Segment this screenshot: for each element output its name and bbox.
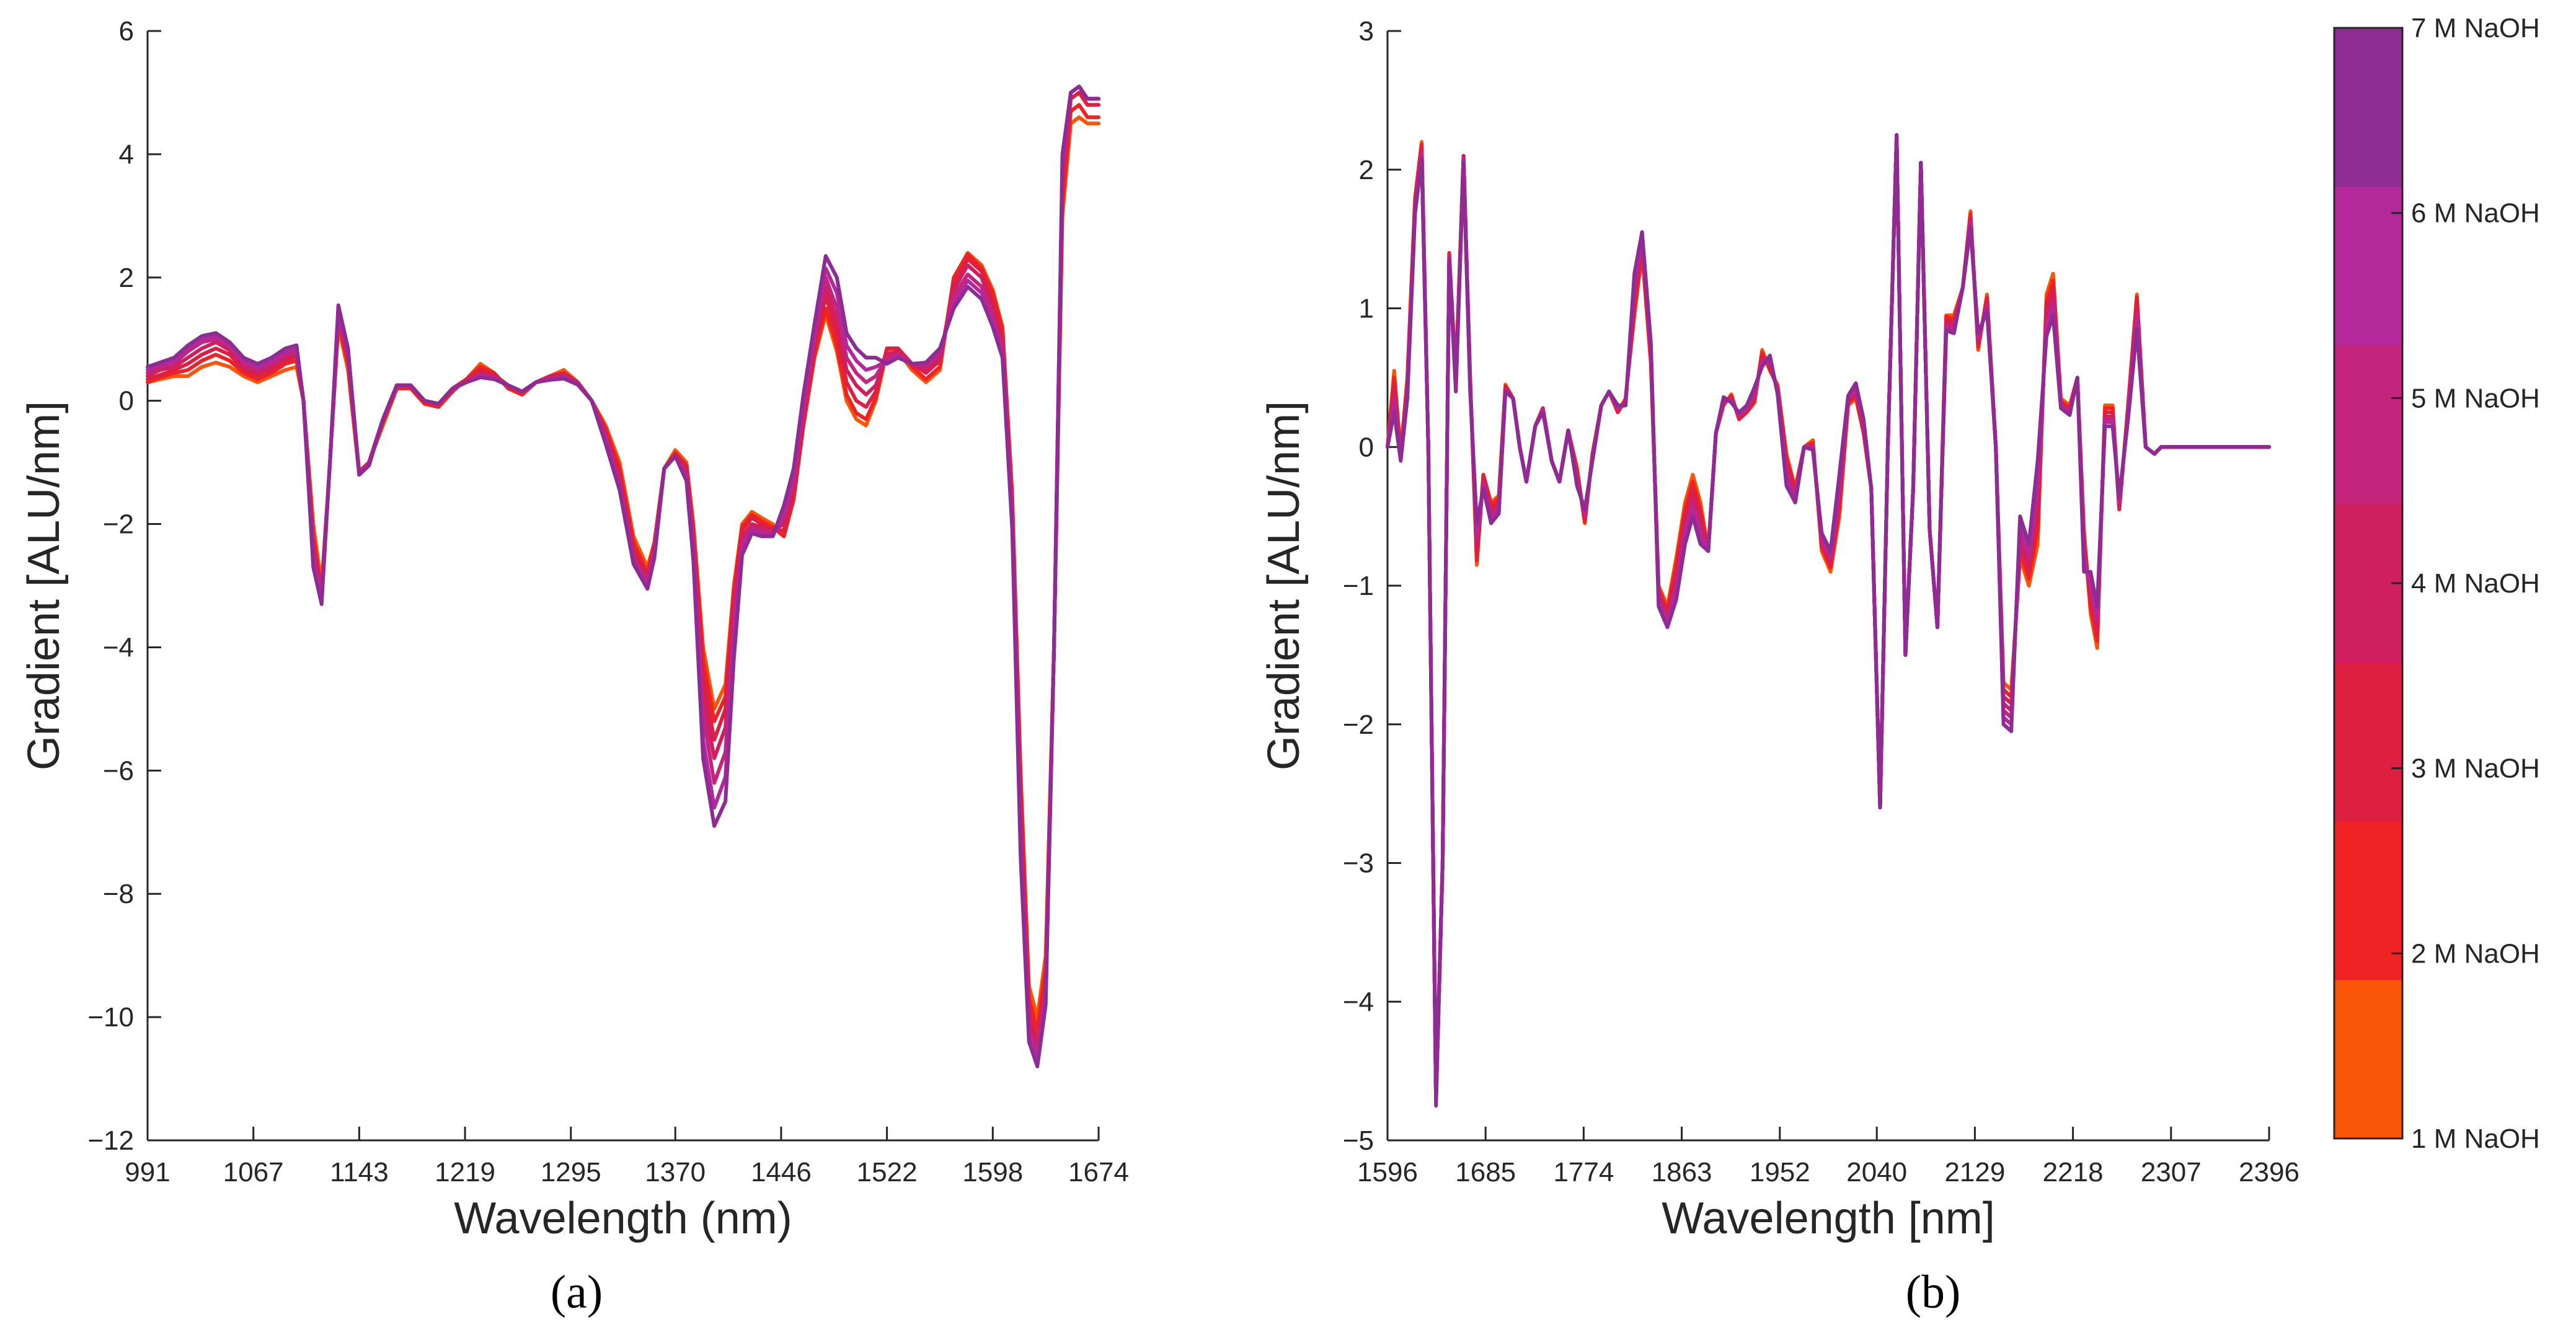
colorbar-label: 4 M NaOH — [2411, 568, 2540, 599]
x-tick-label: 1067 — [223, 1157, 284, 1187]
x-tick-label: 2040 — [1846, 1157, 1907, 1187]
colorbar-segment-6m-naoh — [2334, 187, 2402, 346]
y-tick-label: 3 — [1359, 16, 1374, 46]
x-tick-label: 2307 — [2141, 1157, 2202, 1187]
panel-label: (a) — [551, 1266, 603, 1318]
series-line-5m-naoh — [1386, 133, 2271, 1104]
x-tick-label: 2218 — [2043, 1157, 2104, 1187]
series-line-4m-naoh — [1386, 133, 2271, 1104]
series-line-2m-naoh — [1386, 133, 2271, 1101]
colorbar-segment-5m-naoh — [2334, 345, 2402, 504]
x-tick-label: 1598 — [962, 1157, 1023, 1187]
y-tick-label: −4 — [1343, 987, 1374, 1017]
chart-panel-a: −12 −10 −8 −6 −4 −2 0 2 4 6 991 1067 1143 1219 1295 137… — [19, 16, 1129, 1318]
x-tick-label: 1685 — [1455, 1157, 1516, 1187]
series-line-1m-naoh — [146, 115, 1100, 1020]
series-line-7m-naoh — [146, 84, 1100, 1068]
x-tick-label: 1295 — [541, 1157, 601, 1187]
x-axis-title: Wavelength (nm) — [454, 1194, 792, 1243]
y-tick-label: −2 — [1343, 710, 1374, 740]
series-line-3m-naoh — [1386, 133, 2271, 1101]
x-tick-label: 1596 — [1357, 1157, 1418, 1187]
colorbar-label: 6 M NaOH — [2411, 198, 2540, 229]
colorbar-label: 7 M NaOH — [2411, 13, 2540, 43]
colorbar-label: 5 M NaOH — [2411, 383, 2540, 413]
colorbar-label: 1 M NaOH — [2411, 1124, 2540, 1154]
x-tick-label: 1143 — [330, 1157, 389, 1187]
y-tick-label: 4 — [119, 139, 134, 170]
series-line-1m-naoh — [1386, 133, 2271, 1101]
y-tick-label: −10 — [87, 1002, 134, 1033]
colorbar-label: 3 M NaOH — [2411, 754, 2540, 784]
series-line-7m-naoh — [1386, 133, 2271, 1108]
y-axis-title: Gradient [ALU/nm] — [1259, 401, 1309, 770]
y-tick-label: 0 — [1359, 432, 1374, 462]
x-tick-label: 1446 — [751, 1157, 812, 1187]
x-tick-label: 991 — [125, 1157, 170, 1187]
series-line-3m-naoh — [146, 90, 1100, 1044]
x-tick-label: 1370 — [645, 1157, 706, 1187]
series-line-6m-naoh — [146, 84, 1100, 1062]
colorbar-segment-1m-naoh — [2334, 980, 2402, 1139]
y-tick-label: 2 — [1359, 155, 1374, 185]
x-tick-label: 1674 — [1068, 1157, 1129, 1187]
y-tick-label: 6 — [119, 16, 134, 46]
colorbar-segment-2m-naoh — [2334, 821, 2402, 980]
y-tick-label: −8 — [103, 879, 134, 909]
series-line-5m-naoh — [146, 84, 1100, 1056]
y-tick-label: −12 — [87, 1125, 134, 1156]
colorbar-label: 2 M NaOH — [2411, 938, 2540, 969]
colorbar-segment-7m-naoh — [2334, 28, 2402, 187]
x-tick-label: 1522 — [857, 1157, 918, 1187]
y-tick-label: −2 — [103, 509, 134, 540]
colorbar-legend: 1 M NaOH 2 M NaOH 3 M NaOH 4 M NaOH 5 M NaOH… — [2333, 13, 2540, 1154]
colorbar-segment-3m-naoh — [2334, 663, 2402, 822]
x-tick-label: 1774 — [1553, 1157, 1614, 1187]
x-tick-label: 1952 — [1750, 1157, 1810, 1187]
series-line-2m-naoh — [146, 103, 1100, 1031]
x-tick-label: 2396 — [2239, 1157, 2299, 1187]
x-axis-title: Wavelength [nm] — [1662, 1194, 1995, 1243]
series-line-6m-naoh — [1386, 133, 2271, 1105]
series-line-4m-naoh — [146, 84, 1100, 1050]
y-tick-label: −3 — [1343, 848, 1374, 879]
x-tick-label: 1863 — [1652, 1157, 1712, 1187]
y-tick-label: 1 — [1359, 294, 1374, 324]
y-tick-label: 0 — [119, 386, 134, 416]
y-tick-label: 2 — [119, 263, 134, 293]
y-tick-label: −4 — [103, 632, 134, 663]
y-axis-title: Gradient [ALU/nm] — [19, 401, 69, 770]
colorbar-segment-4m-naoh — [2334, 504, 2402, 663]
panel-label: (b) — [1906, 1266, 1961, 1318]
y-tick-label: −5 — [1343, 1125, 1374, 1156]
y-tick-label: −1 — [1343, 571, 1374, 601]
y-tick-label: −6 — [103, 755, 134, 786]
x-tick-label: 1219 — [435, 1157, 495, 1187]
x-tick-label: 2129 — [1944, 1157, 2005, 1187]
chart-panel-b: −5 −4 −3 −2 −1 0 1 2 3 1596 1685 1774 1863 1952 2040 21… — [1259, 16, 2299, 1318]
